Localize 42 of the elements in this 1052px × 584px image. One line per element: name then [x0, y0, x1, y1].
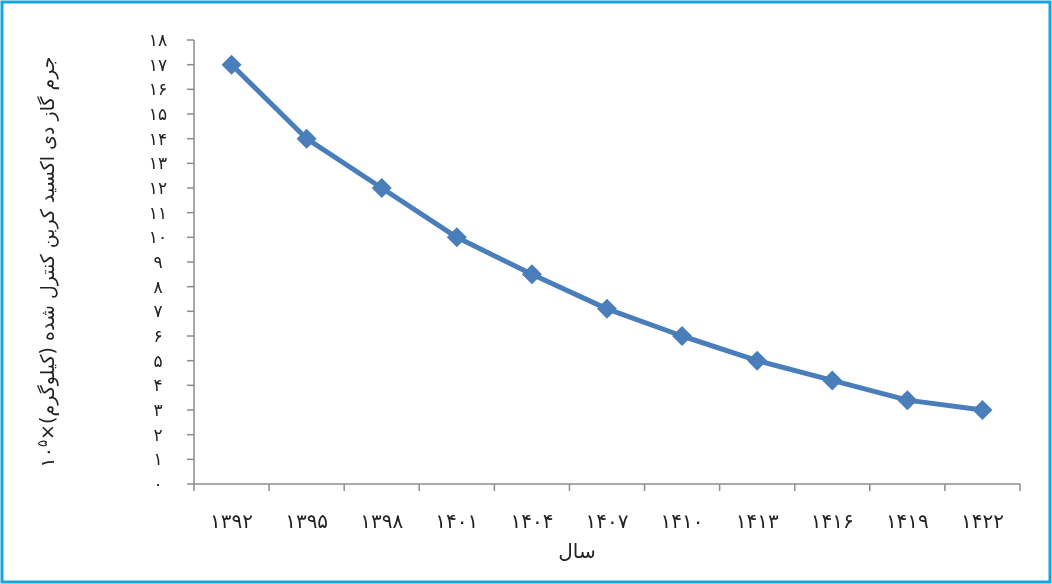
y-tick-label: ۹ [153, 252, 163, 272]
y-tick-label: ۱۰ [148, 227, 168, 248]
y-tick-label: ۵ [153, 350, 163, 371]
y-tick-label: ۶ [153, 326, 163, 346]
y-tick-label: ۸ [153, 276, 163, 297]
x-axis-title: سال [558, 539, 596, 563]
x-tick-label: ۱۴۱۰ [660, 509, 704, 533]
y-tick-label: ۰ [153, 474, 163, 494]
y-tick-label: ۱۷ [148, 54, 168, 75]
point [521, 264, 542, 285]
y-tick-label: ۱۴ [148, 128, 168, 149]
x-tick-label: ۱۴۰۴ [510, 509, 554, 533]
y-tick-label: ۱۸ [148, 30, 168, 50]
y-tick-label: ۱ [153, 449, 163, 470]
y-tick-label: ۱۵ [148, 104, 168, 124]
point [296, 128, 317, 149]
point [371, 178, 392, 198]
x-tick-label: ۱۴۲۲ [960, 509, 1004, 533]
point [446, 227, 467, 248]
y-tick-label: ۲ [153, 424, 163, 445]
x-tick-label: ۱۴۱۶ [810, 509, 854, 533]
point [897, 390, 918, 411]
y-tick-label: ۳ [153, 400, 163, 420]
x-tick-label: ۱۴۰۷ [585, 509, 629, 533]
point [747, 350, 768, 371]
x-tick-label: ۱۳۹۵ [285, 509, 329, 533]
x-tick-label: ۱۴۰۱ [435, 509, 479, 533]
y-tick-label: ۱۱ [148, 202, 168, 223]
y-tick-label: ۴ [153, 375, 163, 396]
x-tick-label: ۱۳۹۲ [210, 509, 254, 533]
y-tick-label: ۱۲ [148, 178, 168, 198]
x-tick-label: ۱۴۱۹ [885, 509, 929, 533]
y-tick-label: ۱۳ [148, 153, 168, 174]
x-tick-label: ۱۴۱۳ [735, 509, 779, 533]
point [972, 400, 993, 420]
point [822, 370, 843, 391]
point [221, 54, 242, 75]
point [597, 298, 617, 319]
y-tick-label: ۱۶ [148, 79, 168, 100]
y-tick-label: ۷ [153, 301, 163, 322]
point [672, 326, 693, 346]
x-tick-label: ۱۳۹۸ [360, 509, 404, 533]
